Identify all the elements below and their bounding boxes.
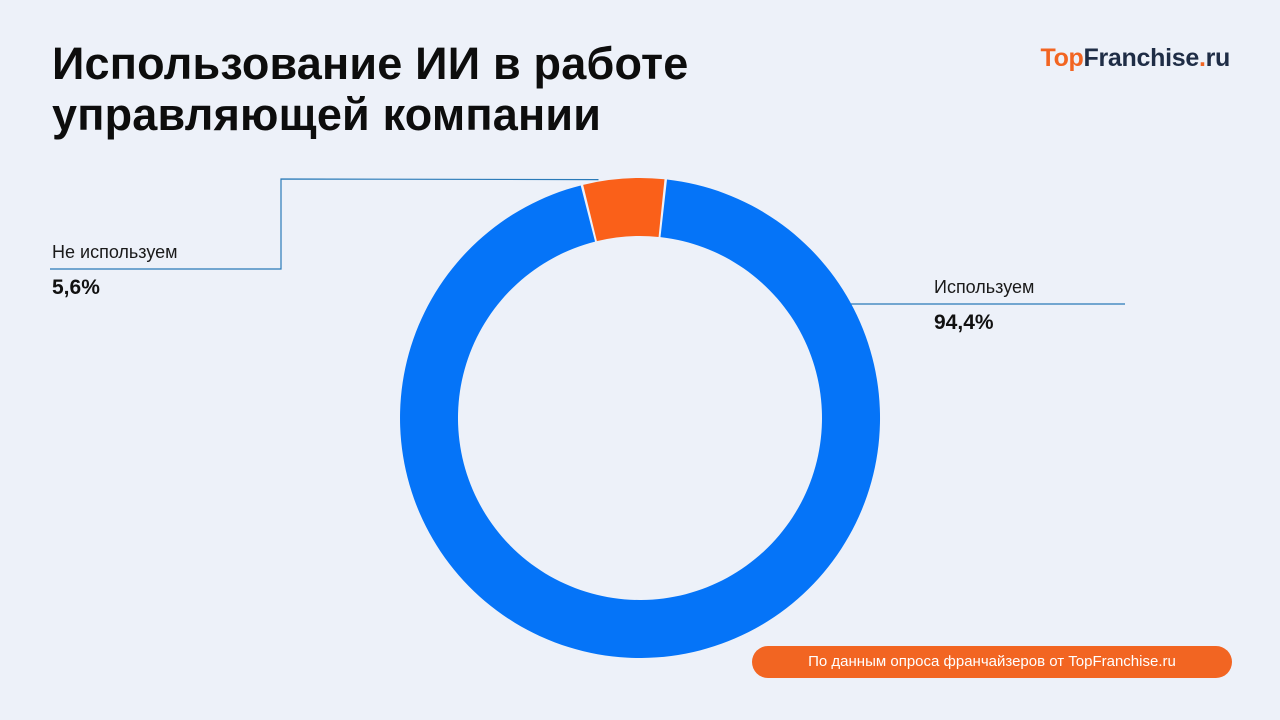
slice-value-not-used: 5,6% [52,276,100,299]
pie-slice-not-used [583,177,665,242]
topfranchise-logo[interactable]: TopFranchise.ru [1040,44,1230,72]
pie-slice-used [400,179,881,658]
chart-title: Использование ИИ в работе управляющей ко… [52,38,689,140]
source-badge: По данным опроса франчайзеров от TopFran… [752,646,1232,678]
slice-value-used: 94,4% [934,311,994,334]
leader-line-not-used [50,178,599,270]
slice-label-not-used: Не используем [52,242,178,262]
slice-label-used: Используем [934,277,1035,297]
